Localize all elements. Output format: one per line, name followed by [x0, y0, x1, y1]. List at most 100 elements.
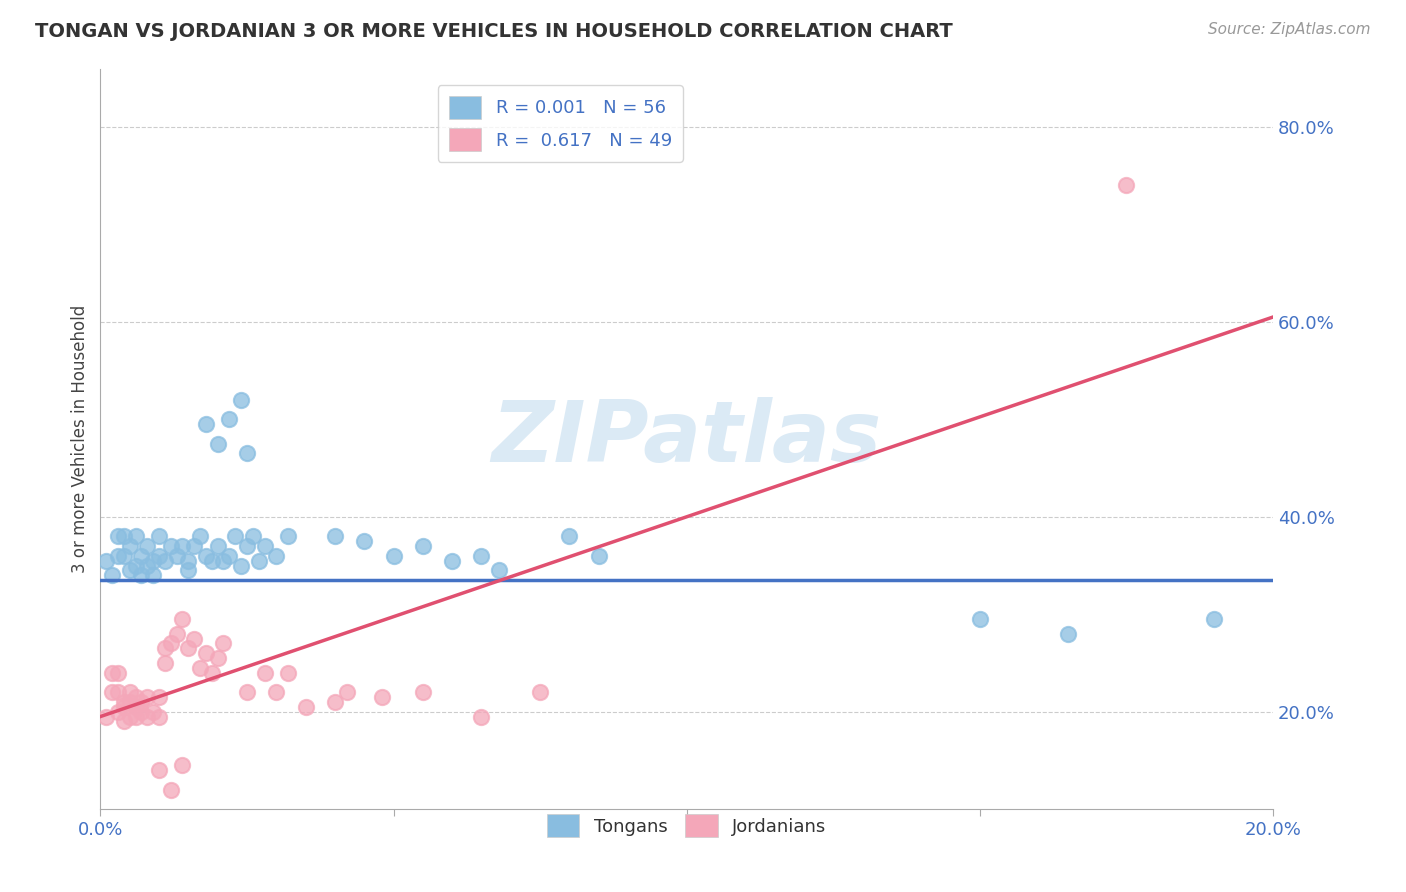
- Point: [201, 665, 224, 680]
- Point: [107, 705, 129, 719]
- Point: [148, 709, 170, 723]
- Point: [96, 554, 118, 568]
- Point: [142, 568, 165, 582]
- Point: [153, 656, 176, 670]
- Point: [323, 695, 346, 709]
- Point: [101, 665, 124, 680]
- Point: [136, 558, 159, 573]
- Point: [107, 529, 129, 543]
- Point: [382, 549, 405, 563]
- Point: [588, 549, 610, 563]
- Legend: Tongans, Jordanians: Tongans, Jordanians: [540, 807, 834, 845]
- Point: [107, 549, 129, 563]
- Point: [118, 563, 141, 577]
- Point: [148, 763, 170, 777]
- Point: [529, 685, 551, 699]
- Point: [218, 412, 240, 426]
- Point: [153, 554, 176, 568]
- Point: [159, 782, 181, 797]
- Point: [124, 690, 146, 704]
- Point: [470, 549, 492, 563]
- Y-axis label: 3 or more Vehicles in Household: 3 or more Vehicles in Household: [72, 305, 89, 573]
- Point: [131, 549, 153, 563]
- Point: [1056, 626, 1078, 640]
- Point: [441, 554, 464, 568]
- Point: [177, 641, 200, 656]
- Point: [194, 417, 217, 432]
- Point: [101, 568, 124, 582]
- Point: [224, 529, 246, 543]
- Point: [107, 685, 129, 699]
- Point: [353, 534, 375, 549]
- Point: [207, 651, 229, 665]
- Point: [207, 436, 229, 450]
- Point: [277, 529, 299, 543]
- Point: [107, 665, 129, 680]
- Point: [412, 539, 434, 553]
- Point: [142, 705, 165, 719]
- Point: [371, 690, 394, 704]
- Point: [166, 626, 188, 640]
- Point: [136, 709, 159, 723]
- Point: [218, 549, 240, 563]
- Point: [172, 612, 194, 626]
- Point: [118, 709, 141, 723]
- Point: [236, 685, 259, 699]
- Point: [470, 709, 492, 723]
- Point: [247, 554, 270, 568]
- Point: [142, 554, 165, 568]
- Point: [488, 563, 510, 577]
- Point: [558, 529, 581, 543]
- Point: [323, 529, 346, 543]
- Point: [253, 539, 276, 553]
- Point: [236, 446, 259, 460]
- Point: [112, 529, 135, 543]
- Point: [294, 699, 316, 714]
- Point: [136, 539, 159, 553]
- Point: [101, 685, 124, 699]
- Point: [412, 685, 434, 699]
- Point: [194, 646, 217, 660]
- Point: [96, 709, 118, 723]
- Text: Source: ZipAtlas.com: Source: ZipAtlas.com: [1208, 22, 1371, 37]
- Point: [148, 549, 170, 563]
- Point: [207, 539, 229, 553]
- Point: [229, 558, 252, 573]
- Point: [124, 709, 146, 723]
- Point: [112, 549, 135, 563]
- Point: [177, 563, 200, 577]
- Point: [277, 665, 299, 680]
- Text: TONGAN VS JORDANIAN 3 OR MORE VEHICLES IN HOUSEHOLD CORRELATION CHART: TONGAN VS JORDANIAN 3 OR MORE VEHICLES I…: [35, 22, 953, 41]
- Point: [969, 612, 991, 626]
- Point: [131, 568, 153, 582]
- Point: [166, 549, 188, 563]
- Point: [188, 529, 211, 543]
- Point: [212, 554, 235, 568]
- Point: [1204, 612, 1226, 626]
- Point: [253, 665, 276, 680]
- Point: [148, 529, 170, 543]
- Point: [118, 685, 141, 699]
- Point: [336, 685, 359, 699]
- Point: [124, 558, 146, 573]
- Point: [1115, 178, 1137, 193]
- Point: [112, 699, 135, 714]
- Point: [242, 529, 264, 543]
- Point: [183, 539, 205, 553]
- Point: [159, 539, 181, 553]
- Text: ZIPatlas: ZIPatlas: [492, 397, 882, 480]
- Point: [236, 539, 259, 553]
- Point: [131, 695, 153, 709]
- Point: [112, 695, 135, 709]
- Point: [148, 690, 170, 704]
- Point: [264, 549, 287, 563]
- Point: [124, 529, 146, 543]
- Point: [201, 554, 224, 568]
- Point: [112, 714, 135, 729]
- Point: [188, 661, 211, 675]
- Point: [172, 539, 194, 553]
- Point: [183, 632, 205, 646]
- Point: [118, 695, 141, 709]
- Point: [118, 539, 141, 553]
- Point: [153, 641, 176, 656]
